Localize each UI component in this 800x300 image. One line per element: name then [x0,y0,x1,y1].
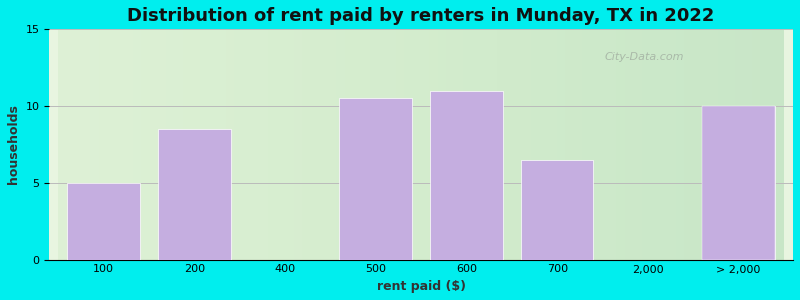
Bar [702,106,775,260]
Bar [158,129,230,260]
Bar [521,160,594,260]
Bar [430,91,502,260]
X-axis label: rent paid ($): rent paid ($) [377,280,466,293]
Bar [702,106,775,260]
Bar [67,183,140,260]
Bar [339,98,412,260]
Y-axis label: households: households [7,104,20,184]
Text: City-Data.com: City-Data.com [605,52,684,62]
Title: Distribution of rent paid by renters in Munday, TX in 2022: Distribution of rent paid by renters in … [127,7,715,25]
